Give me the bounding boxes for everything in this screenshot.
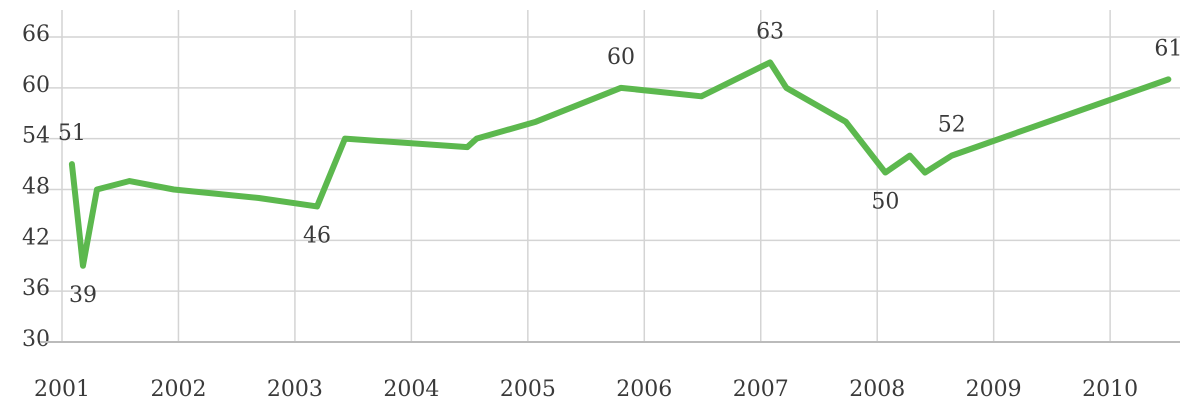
- data-label: 51: [58, 121, 86, 146]
- x-tick-label: 2007: [733, 377, 789, 402]
- data-label: 60: [607, 45, 635, 70]
- x-tick-label: 2005: [500, 377, 556, 402]
- y-tick-label: 54: [22, 124, 50, 149]
- x-tick-label: 2004: [383, 377, 439, 402]
- data-label: 63: [756, 19, 784, 44]
- y-tick-label: 42: [22, 225, 50, 250]
- x-tick-label: 2010: [1082, 377, 1138, 402]
- x-tick-label: 2002: [150, 377, 206, 402]
- data-label: 52: [938, 113, 966, 138]
- y-tick-label: 48: [22, 175, 50, 200]
- x-tick-label: 2008: [849, 377, 905, 402]
- x-tick-label: 2006: [616, 377, 672, 402]
- x-tick-label: 2009: [966, 377, 1022, 402]
- line: [68, 59, 1172, 269]
- data-label: 50: [871, 190, 899, 215]
- y-tick-label: 30: [22, 327, 50, 352]
- data-label: 61: [1154, 36, 1182, 61]
- x-tick-label: 2003: [267, 377, 323, 402]
- y-tick-label: 66: [22, 22, 50, 47]
- x-tick-label: 2001: [34, 377, 90, 402]
- y-tick-label: 36: [22, 276, 50, 301]
- data-label: 39: [69, 283, 97, 308]
- y-tick-label: 60: [22, 73, 50, 98]
- data-label: 46: [303, 223, 331, 248]
